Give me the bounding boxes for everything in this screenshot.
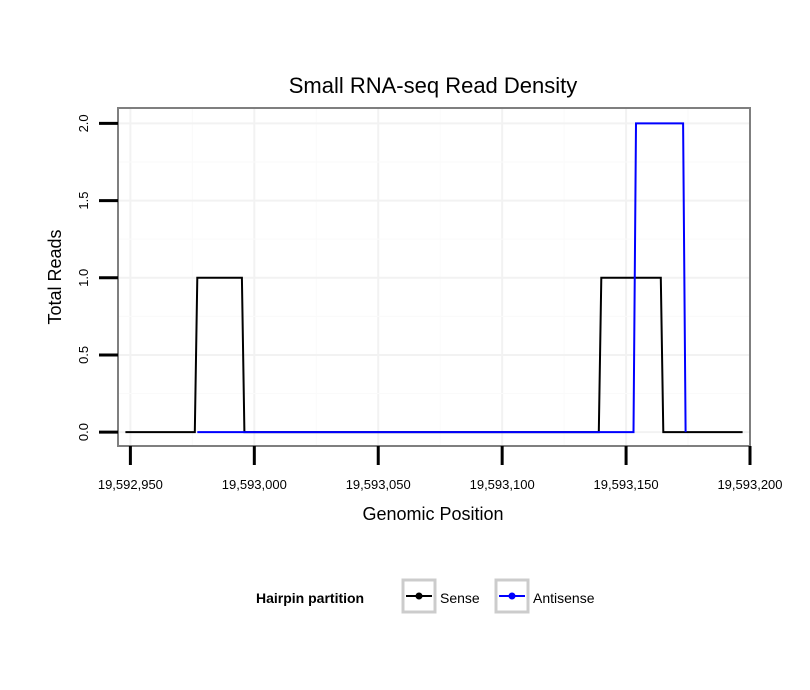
legend-key-dot-icon — [508, 592, 516, 600]
panel — [117, 107, 751, 447]
x-axis-label: Genomic Position — [362, 504, 503, 524]
x-tick-label: 19,593,000 — [222, 477, 287, 492]
legend-title: Hairpin partition — [256, 590, 364, 606]
y-tick-label: 1.5 — [76, 192, 91, 210]
legend-item-sense: Sense — [401, 578, 480, 614]
series-lines — [125, 122, 743, 434]
y-tick-label: 2.0 — [76, 114, 91, 132]
x-tick-label: 19,593,050 — [346, 477, 411, 492]
legend-item-antisense: Antisense — [494, 578, 595, 614]
chart-title: Small RNA-seq Read Density — [289, 73, 578, 98]
x-axis: 19,592,950 19,593,000 19,593,050 19,593,100… — [98, 446, 783, 492]
x-tick-label: 19,592,950 — [98, 477, 163, 492]
x-tick-label: 19,593,100 — [470, 477, 535, 492]
y-tick-label: 0.5 — [76, 346, 91, 364]
y-tick-label: 0.0 — [76, 423, 91, 441]
y-tick-label: 1.0 — [76, 269, 91, 287]
x-tick-label: 19,593,200 — [717, 477, 782, 492]
legend-label: Sense — [440, 590, 480, 606]
legend-label: Antisense — [533, 590, 595, 606]
x-tick-label: 19,593,150 — [594, 477, 659, 492]
y-axis: 0.0 0.5 1.0 1.5 2.0 — [76, 114, 118, 441]
y-axis-label: Total Reads — [45, 229, 65, 324]
series-line-antisense — [197, 122, 687, 434]
legend-key-dot-icon — [415, 592, 423, 600]
legend: Hairpin partition Sense Antisense — [256, 578, 595, 614]
